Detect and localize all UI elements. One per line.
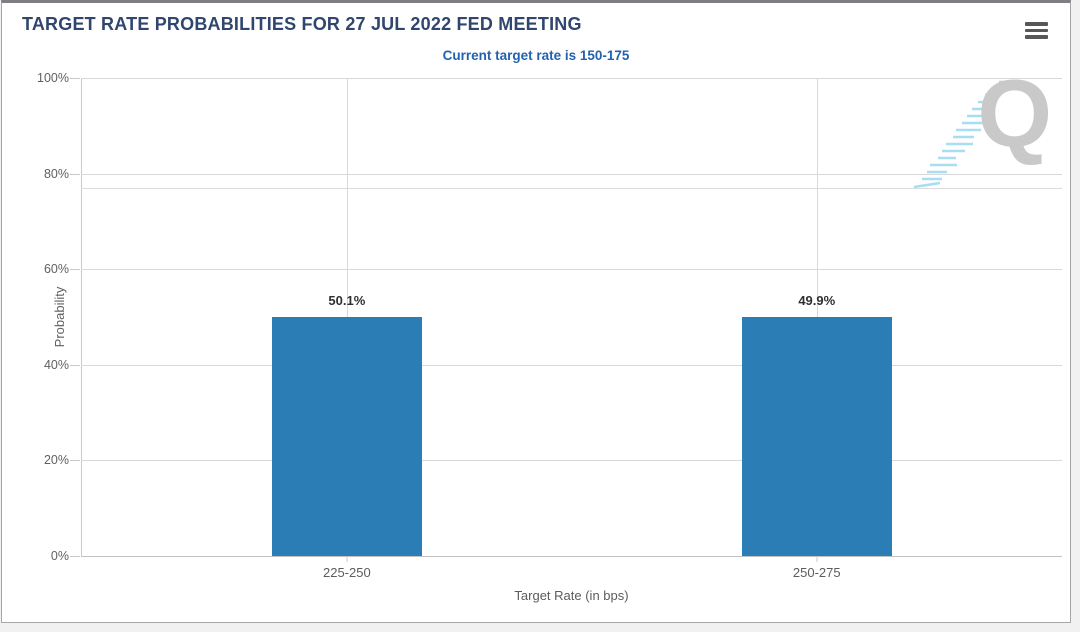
watermark-dashes-icon: [913, 80, 1009, 189]
x-axis-title: Target Rate (in bps): [514, 588, 629, 603]
x-axis-line: [81, 556, 1062, 557]
y-axis-tick: [70, 269, 80, 271]
y-axis-tick-label: 40%: [43, 357, 69, 372]
chart-subtitle: Current target rate is 150-175: [442, 48, 630, 63]
y-axis-tick: [70, 173, 80, 175]
y-axis-tick-label: 80%: [43, 166, 69, 181]
watermark-q-letter: Q: [977, 60, 1052, 167]
quikstrike-watermark-logo: Q: [912, 66, 1052, 189]
y-axis-tick-label: 60%: [43, 262, 69, 277]
chart-panel: TARGET RATE PROBABILITIES FOR 27 JUL 202…: [1, 0, 1071, 623]
x-axis-tick: [816, 556, 818, 562]
y-axis-title: Probability: [51, 286, 67, 348]
x-category-label: 225-250: [322, 565, 371, 580]
x-axis-tick: [346, 556, 348, 562]
hamburger-bar: [1025, 28, 1048, 33]
y-axis-tick-label: 100%: [37, 71, 69, 85]
plot-area: Probability: [37, 66, 1062, 603]
y-axis-tick-label: 0%: [50, 549, 69, 563]
hamburger-menu-icon[interactable]: [1025, 22, 1048, 42]
chart-title: TARGET RATE PROBABILITIES FOR 27 JUL 202…: [22, 14, 582, 34]
y-gridline: [81, 460, 1062, 462]
y-axis-tick: [70, 364, 80, 366]
y-gridline: [81, 269, 1062, 271]
horizontal-artifact-line: [81, 188, 1062, 189]
y-axis-tick-label: 20%: [43, 453, 69, 468]
bar-250-275[interactable]: [741, 317, 892, 556]
hamburger-bar: [1025, 35, 1048, 39]
y-axis-tick: [70, 556, 80, 557]
bar-225-250[interactable]: [271, 316, 422, 556]
y-gridline: [81, 78, 1062, 79]
bar-value-label: 50.1%: [328, 292, 366, 308]
x-category-label: 250-275: [792, 565, 841, 580]
bar-value-label: 49.9%: [798, 293, 836, 309]
y-gridline: [81, 173, 1062, 175]
y-axis-line: [81, 78, 82, 556]
y-gridline: [81, 364, 1062, 366]
x-gridline: [816, 78, 818, 556]
y-axis-tick: [70, 460, 80, 462]
y-axis-tick: [70, 78, 80, 79]
hamburger-bar: [1025, 22, 1048, 26]
